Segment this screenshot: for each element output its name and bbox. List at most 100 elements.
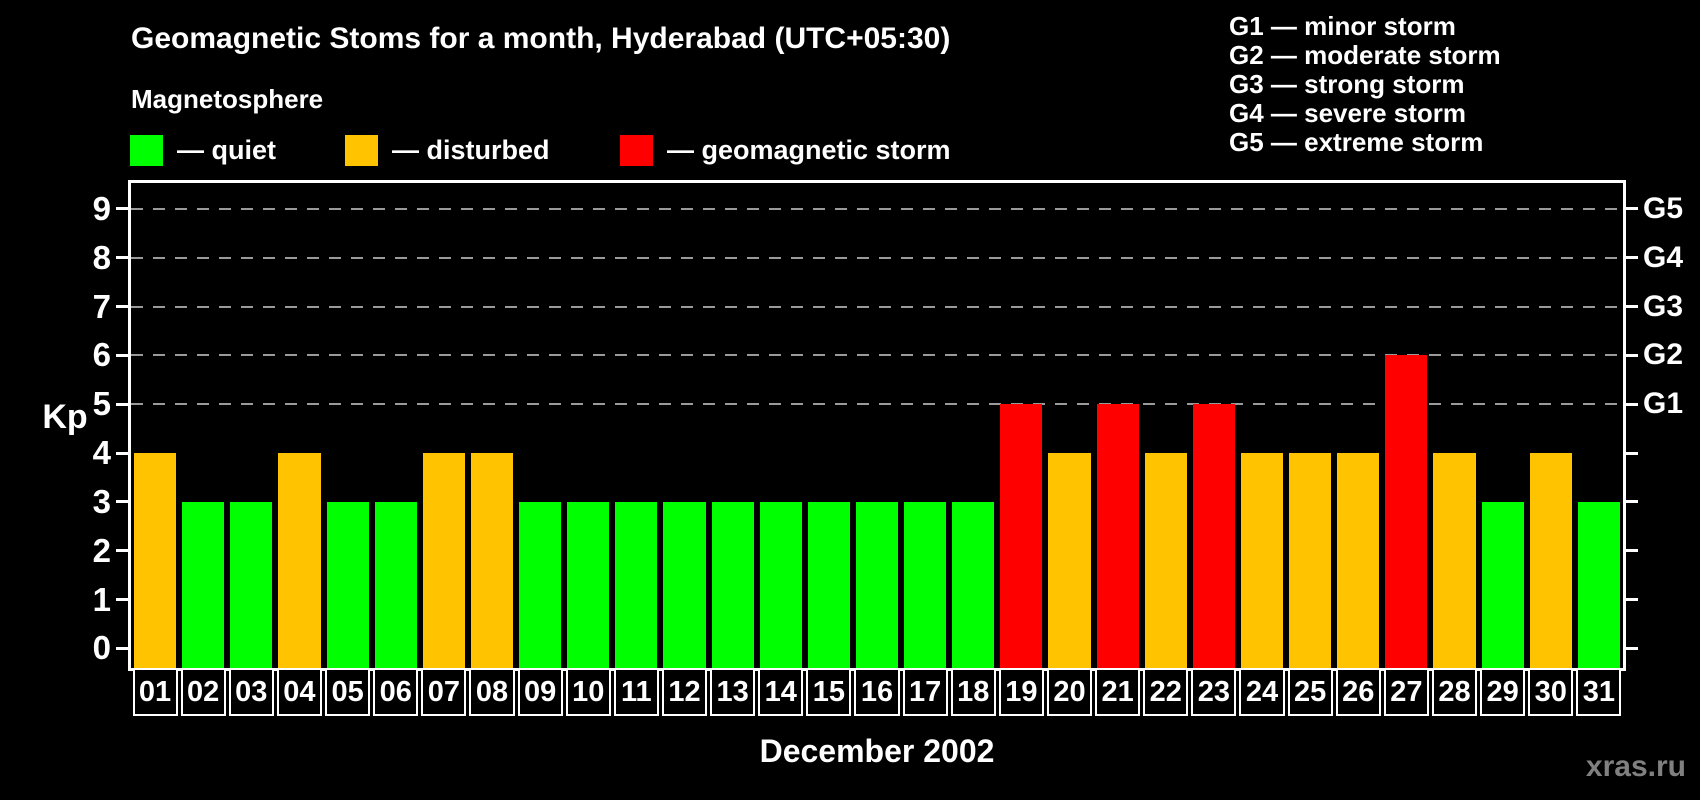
day-label-05: 05: [325, 668, 371, 716]
day-label-27: 27: [1383, 668, 1429, 716]
y-tick-right-9: [1623, 207, 1638, 211]
bar-day-31: [1577, 501, 1620, 668]
day-label-12: 12: [661, 668, 708, 716]
g-axis-label-g1: G1: [1643, 387, 1684, 421]
y-tick-left-7: [116, 305, 131, 309]
bar-day-21: [1096, 404, 1139, 668]
bar-day-16: [855, 501, 899, 668]
y-tick-left-1: [116, 598, 131, 602]
day-label-08: 08: [469, 668, 515, 716]
g-legend-line-1: G1 — minor storm: [1229, 11, 1456, 41]
bar-day-10: [567, 501, 610, 668]
day-label-16: 16: [854, 668, 900, 716]
day-label-09: 09: [517, 668, 563, 716]
y-tick-label-3: 3: [92, 482, 111, 520]
bar-day-30: [1529, 453, 1572, 668]
day-label-01: 01: [132, 668, 178, 716]
y-tick-left-6: [116, 353, 131, 357]
day-label-24: 24: [1239, 668, 1285, 716]
bar-day-03: [230, 501, 273, 668]
y-tick-label-5: 5: [92, 385, 111, 423]
y-tick-label-1: 1: [92, 580, 111, 618]
y-tick-right-5: [1623, 402, 1638, 406]
g-scale-legend: G1 — minor storm G2 — moderate storm G3 — …: [1229, 12, 1501, 157]
gridline-g3: [131, 305, 1623, 308]
bar-day-19: [1000, 404, 1043, 668]
legend-swatch-storm: [620, 135, 653, 166]
bar-day-08: [470, 453, 514, 668]
bar-day-04: [278, 453, 321, 668]
y-tick-label-6: 6: [92, 336, 111, 374]
bar-day-12: [663, 501, 706, 668]
day-label-15: 15: [806, 668, 852, 716]
gridline-g4: [131, 256, 1623, 259]
legend-label-storm: — geomagnetic storm: [667, 135, 951, 165]
bar-day-28: [1433, 453, 1476, 668]
bar-day-11: [615, 501, 658, 668]
legend-label-quiet: — quiet: [177, 135, 276, 165]
day-label-11: 11: [613, 668, 659, 716]
bar-day-15: [807, 501, 850, 668]
y-tick-label-2: 2: [92, 531, 111, 569]
bar-day-27: [1385, 355, 1428, 668]
bar-day-20: [1048, 453, 1091, 668]
bar-day-18: [952, 501, 995, 668]
y-tick-right-7: [1623, 305, 1638, 309]
gridline-g1: [131, 403, 1623, 406]
bar-day-02: [182, 501, 225, 668]
day-label-18: 18: [950, 668, 996, 716]
day-label-30: 30: [1528, 668, 1574, 716]
legend-item-disturbed: — disturbed: [345, 134, 550, 167]
day-label-31: 31: [1576, 668, 1622, 716]
bar-day-07: [422, 453, 465, 668]
day-label-21: 21: [1095, 668, 1141, 716]
g-axis-label-g5: G5: [1643, 191, 1684, 225]
y-tick-label-8: 8: [92, 238, 111, 276]
y-tick-left-0: [116, 646, 131, 650]
gridline-g2: [131, 354, 1623, 357]
day-label-28: 28: [1431, 668, 1478, 716]
y-tick-left-5: [116, 402, 131, 406]
g-legend-line-2: G2 — moderate storm: [1229, 40, 1501, 70]
day-label-04: 04: [276, 668, 322, 716]
y-tick-right-8: [1623, 256, 1638, 260]
day-label-29: 29: [1480, 668, 1526, 716]
y-tick-right-0: [1623, 646, 1638, 650]
day-label-23: 23: [1191, 668, 1237, 716]
legend-label-disturbed: — disturbed: [392, 135, 550, 165]
y-axis-label: Kp: [42, 398, 88, 436]
day-label-20: 20: [1046, 668, 1093, 716]
bar-day-22: [1144, 453, 1187, 668]
y-tick-right-2: [1623, 549, 1638, 553]
day-label-22: 22: [1143, 668, 1189, 716]
y-tick-label-9: 9: [92, 189, 111, 227]
gridline-g5: [131, 207, 1623, 210]
day-label-03: 03: [228, 668, 274, 716]
day-label-10: 10: [565, 668, 611, 716]
bar-day-24: [1240, 453, 1284, 668]
y-tick-label-7: 7: [92, 287, 111, 325]
y-tick-label-0: 0: [92, 629, 111, 667]
g-legend-line-3: G3 — strong storm: [1229, 69, 1465, 99]
bar-day-23: [1192, 404, 1235, 668]
y-tick-right-4: [1623, 451, 1638, 455]
g-axis-label-g4: G4: [1643, 240, 1684, 274]
bar-day-05: [326, 501, 369, 668]
bar-day-09: [519, 501, 562, 668]
bar-day-14: [759, 501, 802, 668]
y-tick-left-4: [116, 451, 131, 455]
chart-title: Geomagnetic Stoms for a month, Hyderabad…: [131, 22, 951, 55]
legend-item-storm: — geomagnetic storm: [620, 134, 951, 167]
bar-day-01: [134, 453, 177, 668]
day-label-13: 13: [710, 668, 756, 716]
g-legend-line-5: G5 — extreme storm: [1229, 127, 1484, 157]
y-tick-left-2: [116, 549, 131, 553]
bar-day-29: [1481, 501, 1524, 668]
day-label-19: 19: [998, 668, 1044, 716]
legend-swatch-quiet: [130, 135, 163, 166]
magnetosphere-legend-title: Magnetosphere: [131, 84, 324, 114]
y-tick-left-3: [116, 500, 131, 504]
legend-item-quiet: — quiet: [130, 134, 276, 167]
legend-swatch-disturbed: [345, 135, 378, 166]
